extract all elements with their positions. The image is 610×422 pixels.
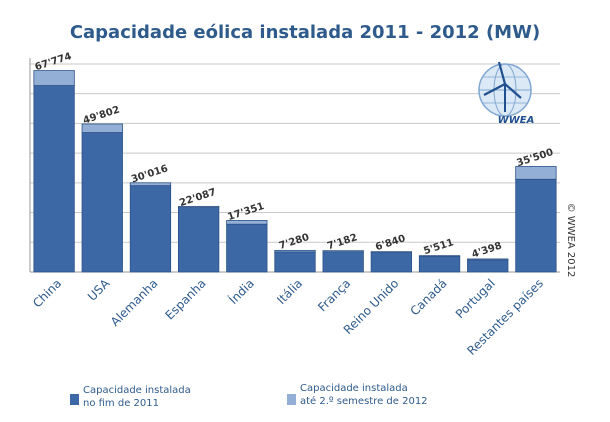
bar-2012 [515,166,557,180]
bar-2012 [322,250,364,253]
bar-2011 [370,252,412,273]
category-label: Índia [226,276,257,307]
bar-2011 [322,251,364,273]
legend-label-2012-line2: até 2.º semestre de 2012 [300,395,428,407]
legend: Capacidade instalada no fim de 2011 Capa… [70,383,428,409]
category-label: Espanha [163,276,209,322]
chart-title: Capacidade eólica instalada 2011 - 2012 … [70,22,540,43]
category-label: China [30,276,64,310]
bar-2012 [33,70,75,86]
bar-2011 [129,185,172,273]
legend-label-2012-line1: Capacidade instalada [300,383,408,394]
bar-2012 [177,205,220,208]
bar-2011 [33,85,75,273]
bar-2011 [177,207,220,273]
category-label: Itália [274,276,305,307]
bar-2011 [81,132,123,273]
logo-text: WWEA [498,115,535,126]
category-label: Portugal [453,276,498,321]
bar-2012 [418,255,461,257]
bar-2011 [467,259,509,273]
legend-swatch-2012 [287,394,296,405]
bar-2012 [274,249,316,253]
bar-2012 [129,182,172,187]
bar-2011 [418,255,461,273]
category-label: França [315,276,353,314]
legend-item-2012: Capacidade instalada até 2.º semestre de… [287,383,428,407]
wwea-logo: WWEA [478,61,535,126]
bar-2011 [515,178,557,273]
category-label: Alemanha [108,276,161,329]
category-label: USA [85,276,113,304]
bar-2011 [274,251,316,273]
bar-2011 [226,223,268,273]
bar-2012 [370,251,412,253]
bar-2012 [467,258,509,261]
bar-2012 [81,123,123,133]
category-label: Canadá [407,276,449,318]
legend-swatch-2011 [70,394,79,405]
legend-label-2011-line2: no fim de 2011 [83,398,159,409]
legend-item-2011: Capacidade instalada no fim de 2011 [70,385,191,409]
bar-2012 [226,220,268,225]
copyright-text: © WWEA 2012 [565,203,576,278]
legend-label-2011-line1: Capacidade instalada [83,385,191,396]
